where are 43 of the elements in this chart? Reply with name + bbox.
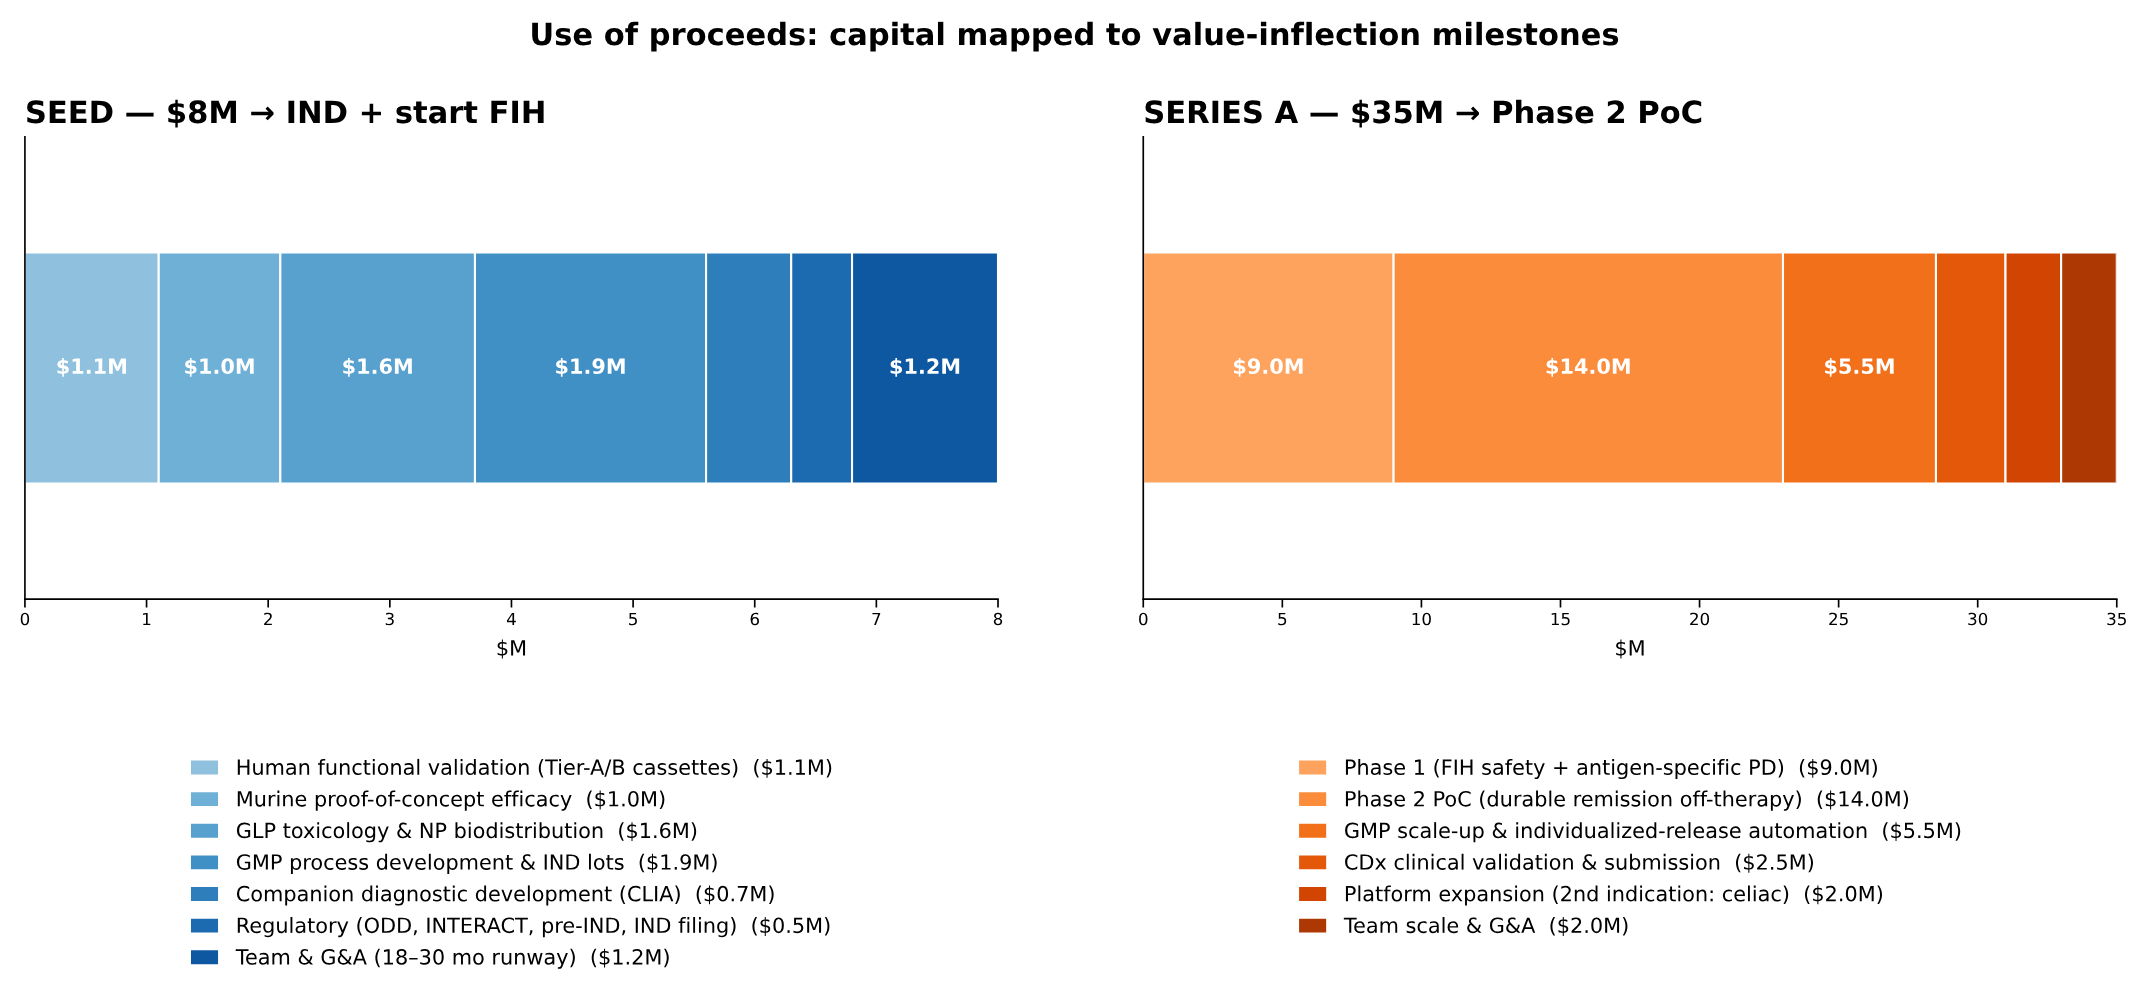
- legend-label: Phase 1 (FIH safety + antigen-specific PD) ($9.0M): [1345, 758, 1877, 780]
- legend-label: Team & G&A (18–30 mo runway) ($1.2M): [235, 948, 669, 969]
- legend-label: Companion diagnostic development (CLIA) ($0.7M): [236, 885, 774, 906]
- data-label: $1.0M: [185, 357, 254, 377]
- x-axis-title: $M: [1616, 639, 1644, 659]
- legend-label: Phase 2 PoC (durable remission off-therapy) ($14.0M): [1345, 790, 1909, 811]
- x-tick-label: 5: [1278, 612, 1287, 626]
- x-tick-label: 0: [1139, 612, 1148, 626]
- x-tick-label: 6: [750, 612, 759, 626]
- chart-subtitle: SERIES A — $35M → Phase 2 PoC: [1145, 99, 1702, 128]
- legend-label: Team scale & G&A ($2.0M): [1343, 917, 1628, 936]
- x-tick-label: 2: [264, 612, 272, 626]
- x-axis-title: $M: [497, 639, 526, 659]
- chart-subtitle: SEED — $8M → IND + start FIH: [27, 99, 544, 128]
- x-tick-label: 7: [872, 612, 881, 626]
- data-label: $1.9M: [556, 357, 625, 377]
- x-tick-label: 0: [20, 612, 30, 626]
- legend-label: Murine proof-of-concept efficacy ($1.0M): [237, 790, 665, 811]
- x-tick-label: 10: [1412, 612, 1431, 626]
- x-tick-label: 4: [506, 612, 516, 626]
- data-label: $1.6M: [343, 357, 412, 377]
- x-tick-label: 8: [993, 612, 1003, 626]
- data-label: $14.0M: [1546, 357, 1630, 377]
- legend-label: Regulatory (ODD, INTERACT, pre-IND, IND filing) ($0.5M): [237, 917, 830, 938]
- x-tick-label: 35: [2107, 612, 2126, 626]
- x-tick-label: 3: [385, 612, 394, 626]
- data-label: $5.5M: [1825, 357, 1894, 377]
- x-tick-label: 30: [1968, 612, 1988, 626]
- legend-label: GLP toxicology & NP biodistribution ($1.6M): [236, 822, 697, 843]
- x-tick-label: 1: [143, 612, 151, 626]
- data-label: $1.2M: [890, 357, 960, 377]
- x-tick-label: 15: [1551, 612, 1570, 626]
- x-tick-label: 25: [1829, 612, 1848, 626]
- text: Use of proceeds: capital mapped to value-inflection milestones: [532, 21, 1619, 52]
- legend-label: Human functional validation (Tier-A/B cassettes) ($1.1M): [237, 758, 832, 778]
- data-label: $9.0M: [1233, 357, 1303, 377]
- legend-label: CDx clinical validation & submission ($2.5M): [1345, 853, 1814, 873]
- data-label: $1.1M: [57, 357, 126, 377]
- legend-label: GMP process development & IND lots ($1.9M): [236, 853, 717, 874]
- legend-label: GMP scale-up & individualized-release automation ($5.5M): [1345, 822, 1961, 843]
- legend-label: Platform expansion (2nd indication: celiac) ($2.0M): [1345, 885, 1883, 906]
- x-tick-label: 20: [1690, 612, 1710, 626]
- x-tick-label: 5: [629, 612, 637, 626]
